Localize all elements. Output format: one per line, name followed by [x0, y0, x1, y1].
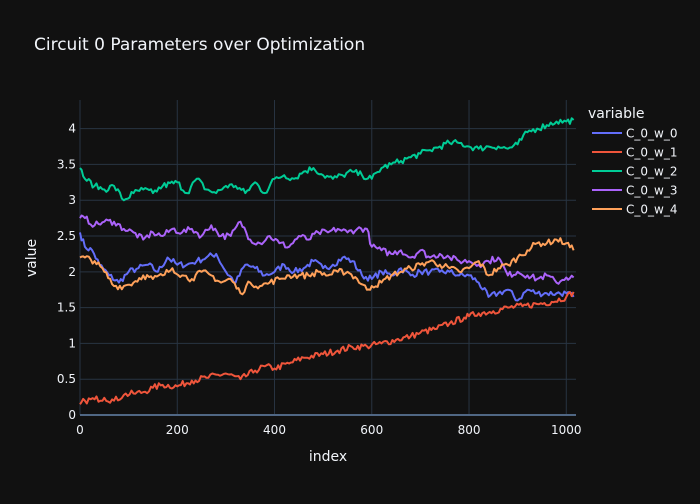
- series-line-C_0_w_3: [79, 214, 575, 285]
- y-tick-label: 1: [68, 336, 76, 350]
- chart-title: Circuit 0 Parameters over Optimization: [34, 35, 365, 55]
- legend-title: variable: [588, 106, 644, 122]
- y-tick-label: 3.5: [57, 157, 76, 171]
- y-tick-label: 2.5: [57, 229, 76, 243]
- legend-item-label: C_0_w_3: [626, 184, 677, 198]
- y-tick-label: 1.5: [57, 301, 76, 315]
- x-tick-label: 1000: [551, 423, 582, 437]
- legend-item-label: C_0_w_1: [626, 146, 677, 160]
- series-line-C_0_w_2: [79, 117, 575, 202]
- x-tick-label: 800: [458, 423, 481, 437]
- y-tick-label: 0: [68, 408, 76, 422]
- series-line-C_0_w_4: [79, 237, 575, 296]
- y-tick-label: 0.5: [57, 372, 76, 386]
- legend[interactable]: variable C_0_w_0C_0_w_1C_0_w_2C_0_w_3C_0…: [588, 106, 677, 217]
- x-tick-label: 0: [76, 423, 84, 437]
- series-line-C_0_w_1: [79, 291, 575, 405]
- y-axis-label: value: [24, 239, 40, 277]
- y-tick-label: 2: [68, 265, 76, 279]
- legend-items: C_0_w_0 C_0_w_1 C_0_w_2 C_0_w_3 C_0_w_4: [592, 127, 677, 217]
- legend-item-label: C_0_w_2: [626, 165, 677, 179]
- legend-item-label: C_0_w_0: [626, 127, 677, 141]
- x-tick-label: 400: [263, 423, 286, 437]
- series-lines: [79, 117, 575, 405]
- series-line-C_0_w_0: [79, 232, 575, 302]
- legend-item-label: C_0_w_4: [626, 203, 677, 217]
- x-axis-label: index: [309, 449, 347, 465]
- x-tick-label: 200: [166, 423, 189, 437]
- x-tick-label: 600: [360, 423, 383, 437]
- axis-ticks: 0 200 400 600 800 1000 0 0.5 1 1.5 2 2.5 3 3.5 4: [57, 122, 582, 437]
- y-tick-label: 3: [68, 193, 76, 207]
- y-tick-label: 4: [68, 122, 76, 136]
